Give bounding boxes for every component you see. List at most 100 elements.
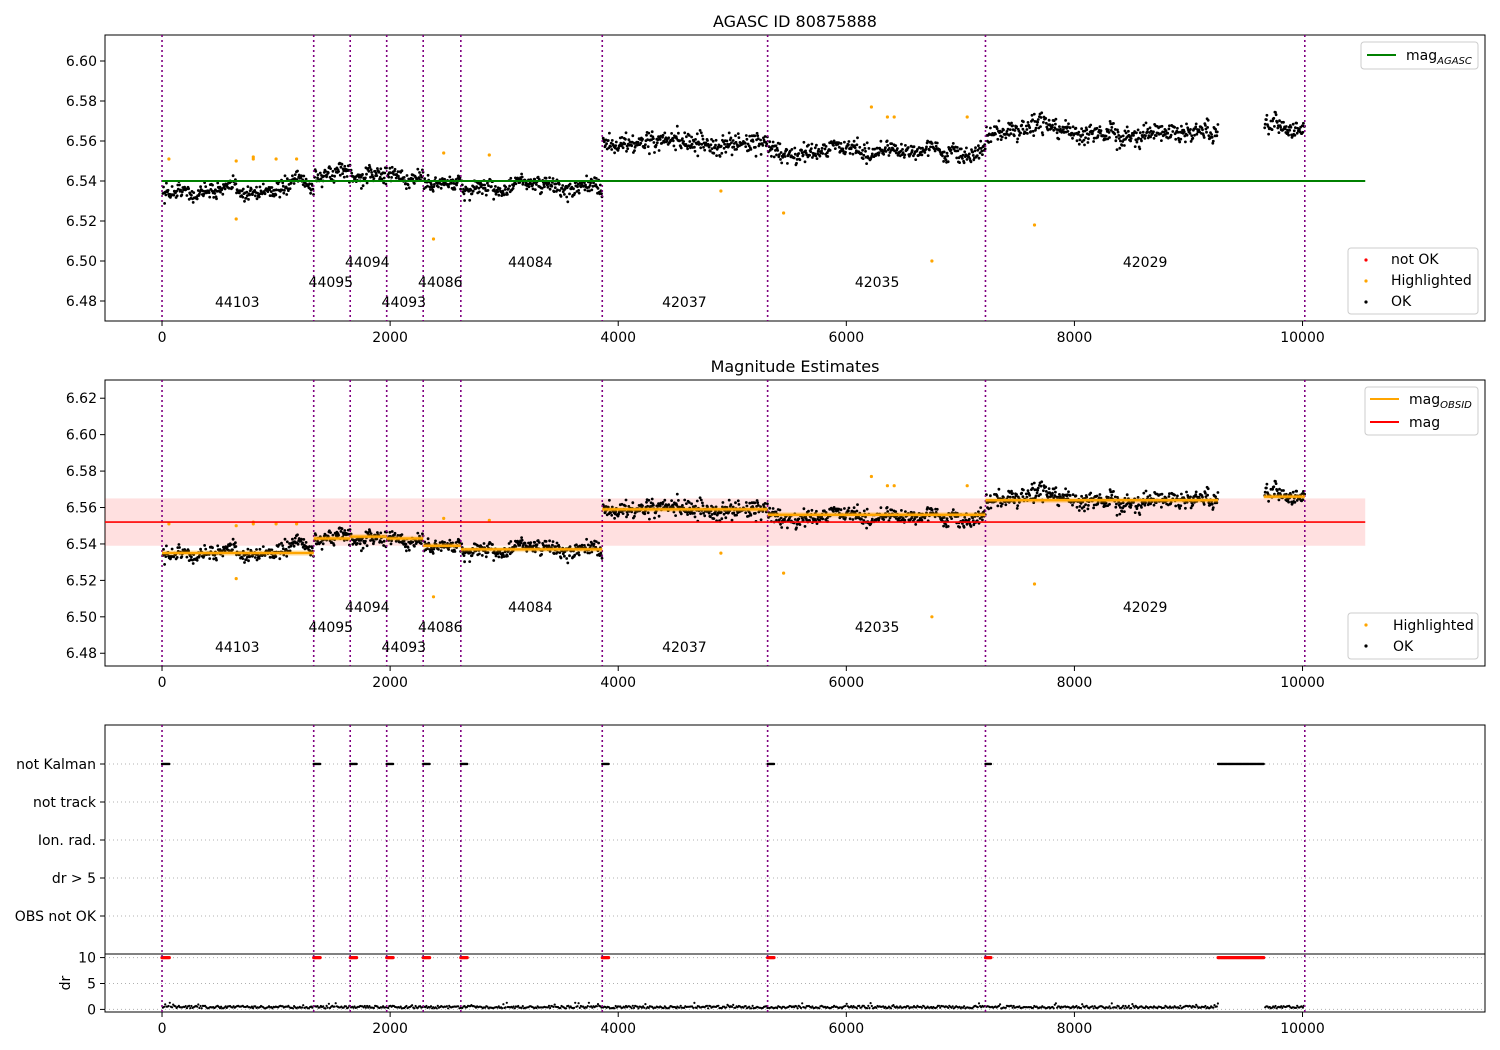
panel1-point-ok [1010, 121, 1013, 125]
panel2-point-ok [451, 541, 454, 545]
panel1-point-ok [828, 148, 832, 152]
panel1-point-ok [800, 151, 804, 155]
panel1-point-ok [639, 141, 643, 145]
panel1-point-ok [1077, 142, 1081, 146]
panel2-point-ok [617, 512, 620, 516]
panel1-point-ok [860, 152, 863, 156]
not-kalman-point [989, 762, 993, 766]
panel1-point-ok [540, 186, 544, 190]
dr-point [732, 1003, 735, 1007]
panel2-point-ok [1026, 489, 1030, 492]
dr-point [578, 1006, 581, 1010]
panel1-point-ok [397, 174, 400, 178]
panel2-point-ok [198, 554, 201, 558]
panel1-point-ok [793, 152, 797, 156]
panel1-obsid-label: 44086 [418, 275, 463, 291]
panel1-point-ok [820, 149, 823, 153]
panel1-point-ok [583, 188, 587, 192]
panel1-point-ok [1152, 130, 1155, 134]
panel2-point-ok [1282, 489, 1285, 492]
panel2-point-ok [877, 516, 881, 520]
panel2-point-ok [808, 519, 811, 522]
panel2-point-ok [1119, 506, 1122, 509]
panel1-point-ok [1274, 113, 1278, 117]
panel2-point-ok [280, 541, 283, 545]
panel1-point-ok [1282, 120, 1285, 124]
panel1-point-ok [326, 171, 330, 175]
dr-point [963, 1005, 966, 1008]
panel2-point-ok [930, 508, 934, 512]
panel2-point-ok [247, 559, 250, 563]
panel1-point-ok [646, 145, 650, 149]
panel2-point-ok [821, 517, 825, 521]
panel2-point-ok [1265, 482, 1269, 486]
panel2-point-ok [1015, 507, 1019, 510]
panel1-point-ok [805, 153, 809, 157]
panel1-point-ok [772, 155, 776, 159]
panel2-point-ok [775, 518, 778, 522]
panel1-point-ok [926, 139, 929, 143]
panel1-point-ok [683, 131, 687, 135]
panel2-point-ok [178, 546, 181, 549]
panel2-point-ok [390, 539, 393, 543]
panel1-point-ok [963, 150, 967, 154]
panel1-point-ok [1138, 147, 1142, 151]
dr-point [999, 1003, 1002, 1006]
panel1-point-ok [687, 144, 691, 148]
panel2-point-ok [244, 558, 248, 561]
legend2-marker-ok [1364, 644, 1368, 648]
panel1-point-ok [231, 186, 234, 189]
panel1-point-ok [703, 148, 707, 152]
panel2-point-ok [1291, 490, 1295, 494]
panel2-point-ok [1202, 503, 1206, 506]
panel2-point-ok [1054, 490, 1057, 494]
panel1-point-ok [648, 152, 651, 156]
panel2-point-ok [865, 507, 869, 511]
panel2-point-ok [780, 526, 784, 529]
panel2-point-ok [314, 533, 318, 537]
panel2-point-ok [693, 511, 696, 515]
panel2-point-ok [667, 503, 671, 506]
panel2-point-ok [942, 516, 946, 519]
panel1-point-ok [163, 202, 167, 205]
panel1-point-ok [226, 182, 229, 186]
panel1-point-ok [1071, 136, 1074, 140]
panel2-point-ok [687, 510, 691, 514]
panel2-point-ok [191, 562, 195, 565]
panel2-point-ok [1077, 509, 1081, 512]
panel2-point-ok [1123, 510, 1126, 513]
panel1-point-ok [1107, 128, 1110, 132]
panel1-point-ok [610, 139, 614, 142]
panel2-point-ok [606, 505, 610, 509]
panel1-point-ok [385, 166, 388, 170]
panel2-point-ok [293, 536, 297, 540]
panel2-ytick-label: 6.60 [66, 428, 97, 444]
panel1-point-ok [1026, 121, 1030, 124]
panel1-point-highlighted [719, 189, 723, 193]
panel1-point-ok [405, 174, 409, 177]
panel2-point-ok [221, 554, 225, 558]
panel2-point-highlighted [782, 571, 786, 575]
panel1-point-ok [1061, 125, 1065, 129]
panel1-point-ok [1188, 132, 1192, 135]
panel1-point-ok [325, 175, 328, 179]
panel1-obsid-label: 44093 [382, 295, 427, 311]
panel1-point-ok [1091, 132, 1094, 136]
panel1-point-ok [644, 143, 647, 147]
dr-point [447, 1007, 450, 1010]
dr-point [425, 1004, 428, 1008]
panel3-xtick-label: 2000 [372, 1021, 408, 1037]
panel2-point-ok [1040, 480, 1044, 484]
panel2-point-ok [246, 547, 250, 551]
panel2-point-ok [724, 516, 728, 520]
panel1-point-ok [1066, 125, 1069, 129]
panel1-point-ok [802, 140, 806, 144]
panel2-point-ok [590, 550, 594, 554]
panel1-title: AGASC ID 80875888 [713, 12, 877, 31]
panel1-point-ok [714, 143, 717, 147]
panel1-point-ok [1113, 132, 1117, 136]
panel1-point-ok [241, 187, 245, 191]
panel1-point-ok [548, 187, 552, 191]
panel2-point-ok [657, 514, 661, 518]
panel1-point-ok [989, 140, 993, 144]
